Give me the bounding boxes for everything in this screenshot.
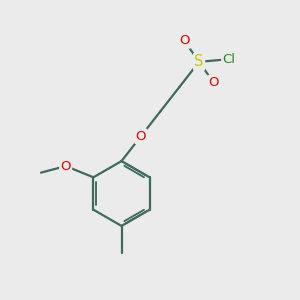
Text: O: O (60, 160, 71, 172)
Text: O: O (179, 34, 190, 47)
Text: O: O (208, 76, 219, 89)
Text: O: O (136, 130, 146, 143)
Text: S: S (194, 54, 204, 69)
Text: Cl: Cl (223, 53, 236, 66)
